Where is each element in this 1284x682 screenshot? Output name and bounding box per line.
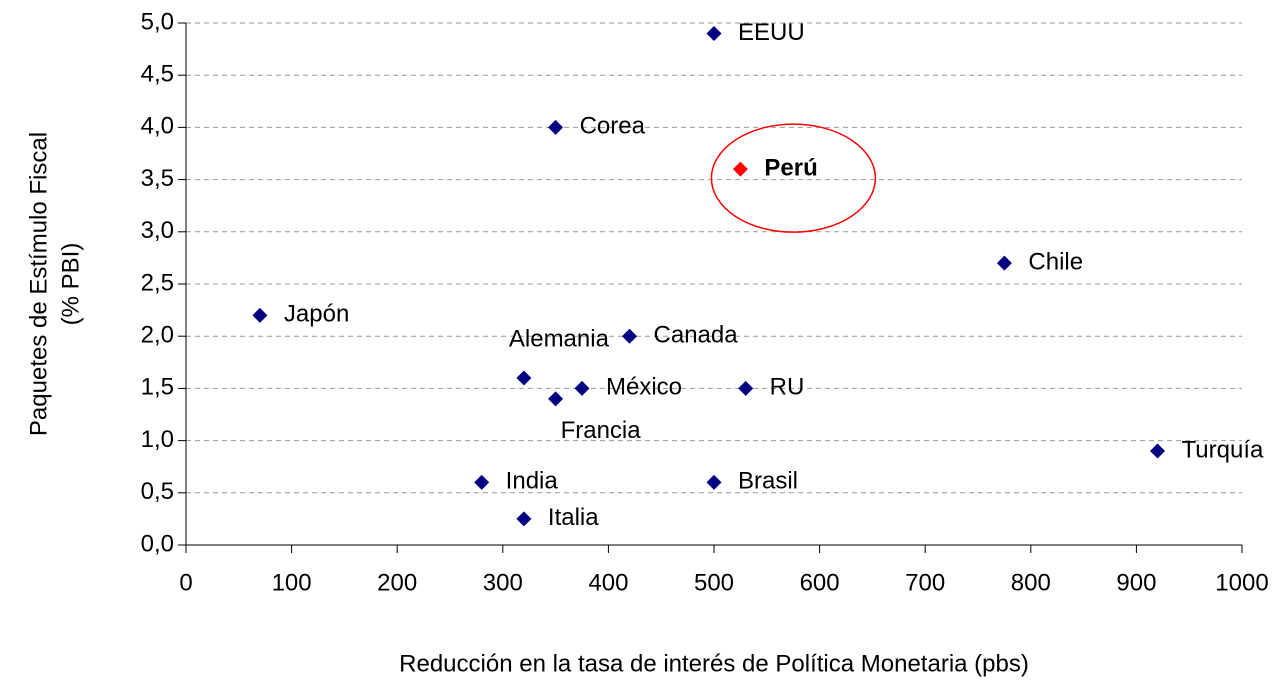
x-tick-label: 800 xyxy=(1011,569,1051,596)
y-tick-label: 1,5 xyxy=(141,374,174,401)
point xyxy=(738,380,754,396)
point xyxy=(706,25,722,41)
point-label: Chile xyxy=(1028,248,1083,275)
point xyxy=(548,391,564,407)
x-tick-label: 100 xyxy=(272,569,312,596)
point xyxy=(252,307,268,323)
point-label: India xyxy=(506,468,559,495)
y-tick-label: 1,0 xyxy=(141,426,174,453)
point xyxy=(474,474,490,490)
point-label: Corea xyxy=(580,113,646,140)
point-label: Turquía xyxy=(1182,436,1264,463)
point xyxy=(996,255,1012,271)
x-axis-label: Reducción en la tasa de interés de Polít… xyxy=(399,650,1029,677)
point xyxy=(516,511,532,527)
point-label: Alemania xyxy=(509,325,610,352)
point-label: México xyxy=(606,374,682,401)
y-tick-label: 3,0 xyxy=(141,217,174,244)
point-label: Perú xyxy=(764,155,817,182)
highlight-circle xyxy=(710,123,877,233)
y-tick-label: 4,5 xyxy=(141,61,174,88)
y-tick-label: 3,5 xyxy=(141,165,174,192)
x-tick-label: 200 xyxy=(377,569,417,596)
point xyxy=(548,119,564,135)
y-tick-label: 2,0 xyxy=(141,322,174,349)
y-axis-label: (% PBI) xyxy=(57,243,84,326)
point xyxy=(732,161,748,177)
point-label: Italia xyxy=(548,504,599,531)
point-label: EEUU xyxy=(738,19,805,46)
y-tick-label: 0,5 xyxy=(141,478,174,505)
y-tick-label: 0,0 xyxy=(141,530,174,557)
x-tick-label: 1000 xyxy=(1215,569,1268,596)
point xyxy=(622,328,638,344)
point-label: Canada xyxy=(654,322,739,349)
x-tick-label: 700 xyxy=(905,569,945,596)
y-tick-label: 5,0 xyxy=(141,8,174,35)
point-label: Japón xyxy=(284,301,349,328)
y-axis-label: Paquetes de Estímulo Fiscal xyxy=(25,132,52,436)
y-tick-label: 4,0 xyxy=(141,113,174,140)
x-tick-label: 500 xyxy=(694,569,734,596)
y-tick-label: 2,5 xyxy=(141,269,174,296)
point xyxy=(516,370,532,386)
point xyxy=(706,474,722,490)
x-tick-label: 400 xyxy=(588,569,628,596)
point xyxy=(574,380,590,396)
point xyxy=(1150,443,1166,459)
x-tick-label: 600 xyxy=(800,569,840,596)
point-label: RU xyxy=(770,374,805,401)
x-tick-label: 900 xyxy=(1116,569,1156,596)
point-label: Francia xyxy=(561,417,642,444)
point-label: Brasil xyxy=(738,468,798,495)
x-tick-label: 0 xyxy=(179,569,192,596)
x-tick-label: 300 xyxy=(483,569,523,596)
